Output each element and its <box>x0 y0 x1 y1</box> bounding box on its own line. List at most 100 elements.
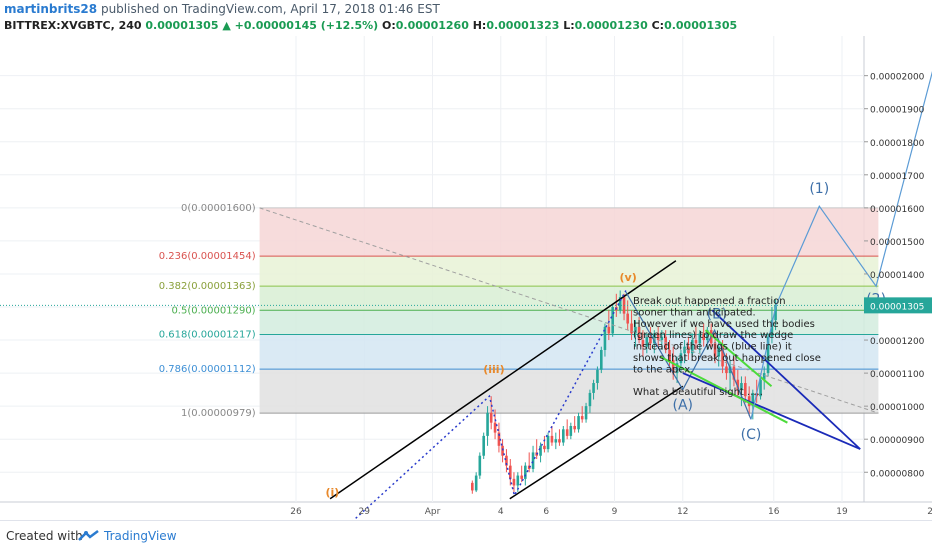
candle-bull <box>596 369 599 384</box>
chart-drawings[interactable] <box>0 26 932 520</box>
fib-band <box>259 256 879 287</box>
annotation-line: shows that break out happened close <box>633 353 821 364</box>
candle-bull <box>546 435 550 450</box>
x-tick-label: 19 <box>836 507 848 517</box>
candle-bear <box>493 422 497 433</box>
candle-bear <box>505 455 508 466</box>
x-tick-label: 12 <box>677 507 688 517</box>
wave-label: (A) <box>672 397 693 413</box>
fib-band <box>259 334 879 370</box>
candle-bear <box>497 432 501 446</box>
y-tick-label: 0.00001100 <box>870 370 925 380</box>
fib-retracement[interactable]: 0(0.00001600) 0.236(0.00001454) 0.382(0.00… <box>159 203 879 419</box>
footer: Created with TradingView <box>0 520 932 551</box>
blue-wedge-upper <box>711 309 861 450</box>
candle-bull <box>562 429 565 443</box>
last-price-label: 0.00001305 <box>870 302 924 312</box>
annotation-line: sooner than anticipated. <box>633 307 756 318</box>
symbol-label: BITTREX:XVGBTC, 240 <box>4 19 142 32</box>
y-tick-label: 0.00002000 <box>870 73 925 83</box>
y-tick-label: 0.00001400 <box>870 271 925 281</box>
fib-level-label: 1(0.00000979) <box>181 408 256 419</box>
fib-band <box>259 207 879 257</box>
close-value: 0.00001305 <box>664 19 738 32</box>
x-tick-label: 16 <box>768 507 780 517</box>
candle-bull <box>478 455 482 476</box>
fib-level-label: 0(0.00001600) <box>181 203 256 214</box>
candle-bull <box>603 326 607 350</box>
candle-bull <box>728 366 732 374</box>
candle-bear <box>744 383 747 397</box>
created-with-text: Created with <box>6 529 83 543</box>
candle-bull <box>524 465 527 479</box>
x-tick-label: 29 <box>359 507 371 517</box>
x-tick-label: 9 <box>612 507 618 517</box>
annotation-line: Break out happened a fraction <box>633 296 786 307</box>
low-label: L: <box>563 19 575 32</box>
candle-bear <box>694 340 698 344</box>
candle-bear <box>713 343 717 357</box>
annotation-line: However if we have used the bodies <box>633 319 815 330</box>
annotation-line: (green lines) to draw the wedge <box>633 330 793 341</box>
projection-path <box>750 70 932 420</box>
fib-level-label: 0.382(0.00001363) <box>159 281 256 292</box>
open-value: 0.00001260 <box>395 19 469 32</box>
time-axis[interactable]: 2629Apr4691216192326May <box>290 507 932 517</box>
candle-bull <box>539 445 542 456</box>
candle-bear <box>641 340 645 347</box>
publish-header: martinbrits28 published on TradingView.c… <box>4 2 440 16</box>
wave-label: (i) <box>325 486 339 499</box>
annotation-line: instead of the wigs (blue line) it <box>633 342 792 353</box>
fib-level-label: 0.236(0.00001454) <box>159 251 256 262</box>
y-tick-label: 0.00001000 <box>870 403 925 413</box>
candle-bear <box>573 425 576 430</box>
low-value: 0.00001230 <box>574 19 648 32</box>
published-text: published on TradingView.com, April 17, … <box>100 2 440 16</box>
candle-bull <box>588 392 592 407</box>
candle-bear <box>656 333 660 341</box>
candle-bear <box>550 435 554 443</box>
y-tick-label: 0.00000800 <box>870 469 925 479</box>
green-wedge-lower <box>659 355 788 424</box>
channel-upper-line <box>329 260 677 500</box>
last-price: 0.00001305 <box>145 19 219 32</box>
candle-bull <box>474 475 478 491</box>
candle-bull <box>482 435 485 456</box>
candle-bull <box>766 336 770 374</box>
x-tick-label: 6 <box>543 507 549 517</box>
open-label: O: <box>382 19 396 32</box>
candle-bull <box>759 379 762 397</box>
candle-bull <box>486 412 489 436</box>
candle-bull <box>751 392 755 407</box>
candle-bear <box>501 445 504 456</box>
up-arrow-icon: ▲ <box>222 19 231 32</box>
candle-bear <box>702 333 705 341</box>
close-label: C: <box>651 19 665 32</box>
candle-bear <box>721 346 724 367</box>
fib-level-label: 0.618(0.00001217) <box>159 329 256 340</box>
candle-bear <box>489 412 493 423</box>
candle-bear <box>649 336 652 344</box>
candle-bull <box>577 416 580 430</box>
annotation-line: to the apex. <box>633 364 693 375</box>
wave-label: (iii) <box>483 363 504 376</box>
tradingview-link[interactable]: TradingView <box>104 529 177 543</box>
candle-bull <box>584 406 588 420</box>
candle-bull <box>645 336 649 347</box>
candle-bear <box>509 465 512 479</box>
abc-correction-path <box>625 291 752 420</box>
y-tick-label: 0.00000900 <box>870 436 925 446</box>
candle-bear <box>736 379 740 390</box>
candle-bull <box>618 297 622 311</box>
candle-bear <box>732 366 736 380</box>
price-axis[interactable]: 0.00002000 0.00001900 0.00001800 0.00001700… <box>864 73 932 480</box>
last-price-badge <box>864 297 932 314</box>
candle-bear <box>671 359 675 374</box>
price-chart[interactable]: 0(0.00001600) 0.236(0.00001454) 0.382(0.00… <box>0 0 932 520</box>
high-value: 0.00001323 <box>486 19 560 32</box>
y-tick-label: 0.00001500 <box>870 238 925 248</box>
author-link[interactable]: martinbrits28 <box>4 2 98 16</box>
wave-labels: (i)(iii)(v)(A)(B)(C)(1)(2)(4) <box>325 181 886 499</box>
wave-label: (1) <box>809 181 829 197</box>
